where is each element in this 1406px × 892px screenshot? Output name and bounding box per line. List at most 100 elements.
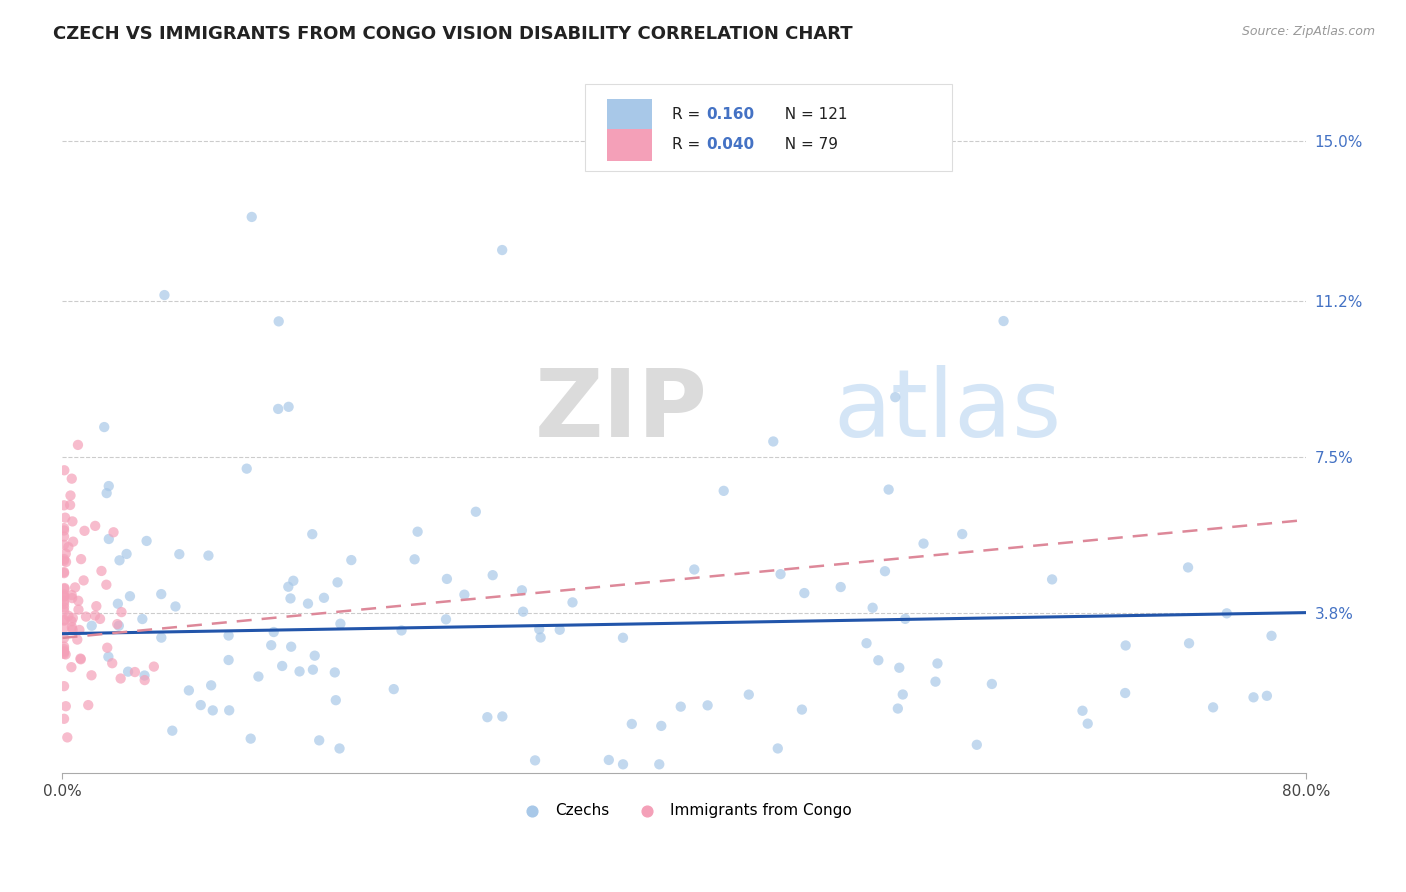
Point [277, 400, 299, 414]
Point [97, 532, 120, 546]
Point [60, 660, 83, 674]
Point [267, 314, 290, 328]
Point [66, 632, 89, 647]
Point [55, 555, 77, 569]
Point [304, 648, 326, 663]
Point [53, 499, 76, 513]
Point [200, 678, 222, 692]
Point [59, 498, 82, 512]
Point [889, 661, 911, 675]
Point [55, 547, 77, 561]
Point [63, 581, 86, 595]
Point [53, 614, 76, 628]
Point [263, 625, 285, 640]
Point [862, 600, 884, 615]
Legend: Czechs, Immigrants from Congo: Czechs, Immigrants from Congo [510, 797, 858, 824]
Point [762, 434, 785, 449]
Point [107, 597, 129, 611]
Point [110, 672, 132, 686]
Point [477, 710, 499, 724]
Point [53, 679, 76, 693]
Text: N = 121: N = 121 [775, 108, 848, 122]
Text: CZECH VS IMMIGRANTS FROM CONGO VISION DISABILITY CORRELATION CHART: CZECH VS IMMIGRANTS FROM CONGO VISION DI… [53, 25, 853, 43]
Point [67, 594, 90, 608]
Point [280, 640, 302, 654]
Point [340, 553, 363, 567]
Text: 0.040: 0.040 [707, 137, 755, 153]
Point [406, 524, 429, 539]
Point [53, 521, 76, 535]
Point [966, 738, 988, 752]
FancyBboxPatch shape [585, 85, 952, 171]
Point [80, 668, 103, 682]
Point [62, 515, 84, 529]
Point [218, 703, 240, 717]
Point [97, 649, 120, 664]
Point [53, 590, 76, 604]
Point [55, 648, 77, 662]
Point [69, 652, 91, 666]
Point [891, 688, 914, 702]
Point [391, 624, 413, 638]
Point [53, 647, 76, 661]
Point [69, 651, 91, 665]
Point [53, 524, 76, 538]
Point [239, 731, 262, 746]
Point [53, 590, 76, 604]
Point [713, 483, 735, 498]
Point [297, 597, 319, 611]
Text: 0.160: 0.160 [707, 108, 755, 122]
Point [53, 613, 76, 627]
Point [124, 665, 146, 679]
Point [612, 631, 634, 645]
Point [110, 605, 132, 619]
Point [108, 619, 131, 633]
Point [1040, 573, 1063, 587]
Point [89, 612, 111, 626]
Point [60, 614, 83, 628]
Point [769, 567, 792, 582]
Point [56, 731, 79, 745]
Point [96, 578, 118, 592]
Point [696, 698, 718, 713]
Point [53, 640, 76, 654]
Point [873, 564, 896, 578]
Point [53, 645, 76, 659]
Point [162, 723, 184, 738]
Point [247, 669, 270, 683]
Point [1114, 686, 1136, 700]
Text: R =: R = [672, 108, 704, 122]
Point [134, 673, 156, 687]
Point [1077, 716, 1099, 731]
Point [524, 753, 547, 767]
Point [491, 709, 513, 723]
Point [328, 741, 350, 756]
Point [197, 549, 219, 563]
Point [201, 703, 224, 717]
Point [165, 599, 187, 614]
Point [312, 591, 335, 605]
Point [60, 620, 83, 634]
Point [894, 612, 917, 626]
Point [434, 612, 457, 626]
Point [153, 288, 176, 302]
Point [80, 618, 103, 632]
Point [927, 657, 949, 671]
Point [453, 588, 475, 602]
Point [190, 698, 212, 712]
Point [72, 574, 94, 588]
Point [55, 699, 77, 714]
Point [108, 553, 131, 567]
Text: ZIP: ZIP [536, 365, 709, 458]
Point [308, 733, 330, 747]
Point [1256, 689, 1278, 703]
Point [53, 588, 76, 602]
Point [118, 589, 141, 603]
Point [60, 472, 83, 486]
Point [169, 547, 191, 561]
Point [75, 609, 97, 624]
Point [96, 486, 118, 500]
Point [67, 623, 90, 637]
Point [612, 757, 634, 772]
Point [404, 552, 426, 566]
